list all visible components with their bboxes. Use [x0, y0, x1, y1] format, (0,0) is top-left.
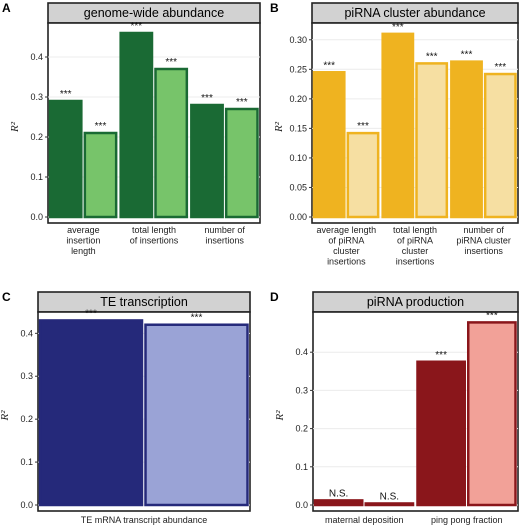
- bar: [48, 99, 83, 219]
- bar: [483, 72, 517, 219]
- y-tick-label: 0.20: [289, 94, 307, 104]
- bar: [144, 323, 249, 507]
- significance-label: ***: [392, 22, 404, 33]
- y-tick-label: 0.1: [30, 172, 43, 182]
- significance-label: ***: [486, 310, 498, 321]
- category-label: insertions: [396, 257, 435, 267]
- plot-area: [47, 22, 261, 224]
- bar: [190, 103, 224, 219]
- y-axis-label: R²: [273, 121, 285, 133]
- y-tick-label: 0.2: [295, 424, 308, 434]
- category-label: average length: [317, 225, 377, 235]
- significance-label: N.S.: [329, 488, 348, 499]
- significance-label: ***: [201, 93, 213, 104]
- significance-label: N.S.: [380, 491, 399, 502]
- panel-letter: A: [2, 1, 11, 15]
- category-label: average: [67, 225, 100, 235]
- panel-title: piRNA production: [367, 295, 464, 309]
- significance-label: ***: [191, 313, 203, 324]
- y-tick-label: 0.1: [20, 457, 33, 467]
- category-label: insertions: [327, 257, 366, 267]
- bar: [415, 62, 449, 219]
- significance-label: ***: [236, 97, 248, 108]
- y-tick-label: 0.0: [30, 212, 43, 222]
- bar: [467, 321, 517, 507]
- significance-label: ***: [130, 21, 142, 32]
- significance-label: ***: [426, 51, 438, 62]
- y-axis-label: R²: [0, 410, 11, 422]
- y-tick-label: 0.1: [295, 462, 308, 472]
- bar: [38, 319, 144, 507]
- significance-label: ***: [85, 308, 97, 319]
- y-axis-label: R²: [274, 410, 286, 422]
- significance-label: ***: [357, 121, 369, 132]
- significance-label: ***: [461, 50, 473, 61]
- significance-label: ***: [60, 89, 72, 100]
- significance-label: ***: [95, 121, 107, 132]
- category-label: total length: [132, 225, 176, 235]
- y-tick-label: 0.3: [295, 385, 308, 395]
- y-tick-label: 0.05: [289, 182, 307, 192]
- y-tick-label: 0.3: [20, 371, 33, 381]
- panel-title: genome-wide abundance: [84, 6, 224, 20]
- y-tick-label: 0.2: [30, 132, 43, 142]
- significance-label: ***: [494, 62, 506, 73]
- y-tick-label: 0.25: [289, 64, 307, 74]
- significance-label: ***: [165, 57, 177, 68]
- category-label: of piRNA: [397, 236, 433, 246]
- category-label: piRNA cluster: [456, 236, 511, 246]
- y-tick-label: 0.30: [289, 35, 307, 45]
- y-tick-label: 0.4: [30, 52, 43, 62]
- category-label: insertions: [205, 236, 244, 246]
- bar: [364, 502, 415, 507]
- bar: [154, 67, 189, 219]
- y-axis-label: R²: [9, 121, 21, 133]
- y-tick-label: 0.0: [20, 500, 33, 510]
- bar: [416, 360, 466, 507]
- bar: [119, 31, 154, 219]
- category-label: cluster: [402, 246, 429, 256]
- y-tick-label: 0.3: [30, 92, 43, 102]
- category-label: insertions: [464, 246, 503, 256]
- significance-label: ***: [323, 60, 335, 71]
- bar: [346, 131, 380, 219]
- category-label: number of: [463, 225, 504, 235]
- y-tick-label: 0.15: [289, 123, 307, 133]
- panel-letter: C: [2, 290, 11, 304]
- bar: [224, 107, 259, 219]
- category-label: maternal deposition: [325, 515, 404, 525]
- category-label: number of: [204, 225, 245, 235]
- category-label: of insertions: [130, 236, 179, 246]
- y-tick-label: 0.0: [295, 500, 308, 510]
- category-label: length: [71, 246, 96, 256]
- bar: [83, 131, 118, 219]
- panel-title: piRNA cluster abundance: [344, 6, 485, 20]
- category-label: total length: [393, 225, 437, 235]
- category-label: TE mRNA transcript abundance: [81, 515, 208, 525]
- panel-letter: D: [270, 290, 279, 304]
- y-tick-label: 0.4: [20, 328, 33, 338]
- y-tick-label: 0.4: [295, 347, 308, 357]
- category-label: ping pong fraction: [431, 515, 503, 525]
- category-label: insertion: [66, 236, 100, 246]
- category-label: cluster: [333, 246, 360, 256]
- bar: [312, 71, 346, 219]
- bar: [381, 32, 415, 219]
- y-tick-label: 0.10: [289, 153, 307, 163]
- category-label: of piRNA: [328, 236, 364, 246]
- panel-C: C TE transcription 0.0 0.1 0.2 0.3 0.4 R² *** ***…: [0, 290, 251, 525]
- panel-title: TE transcription: [100, 295, 188, 309]
- y-tick-label: 0.2: [20, 414, 33, 424]
- bar: [450, 60, 483, 219]
- significance-label: ***: [435, 350, 447, 361]
- y-tick-label: 0.00: [289, 212, 307, 222]
- plot-area: [311, 22, 519, 224]
- panel-letter: B: [270, 1, 279, 15]
- bar: [313, 499, 364, 507]
